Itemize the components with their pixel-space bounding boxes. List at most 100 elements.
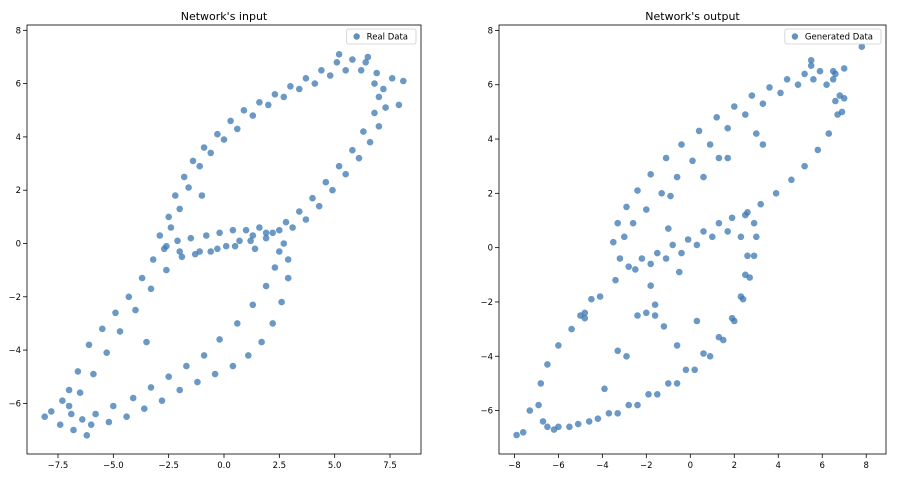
data-point bbox=[79, 416, 86, 423]
data-point bbox=[187, 234, 195, 242]
data-point bbox=[715, 333, 723, 341]
data-point bbox=[362, 59, 370, 66]
data-point bbox=[832, 97, 839, 105]
data-point bbox=[662, 154, 670, 162]
data-point bbox=[715, 154, 723, 162]
data-point bbox=[375, 123, 383, 130]
data-point bbox=[85, 341, 93, 349]
y-tick-label: −2 bbox=[8, 293, 21, 303]
legend-marker bbox=[791, 33, 799, 40]
data-point bbox=[535, 401, 542, 409]
data-point bbox=[196, 162, 203, 170]
x-tick-label: −6 bbox=[552, 461, 565, 471]
data-point bbox=[632, 266, 639, 273]
data-point bbox=[724, 154, 731, 162]
data-point bbox=[594, 415, 602, 423]
data-point bbox=[566, 423, 573, 431]
scatter-points bbox=[41, 51, 407, 439]
y-tick-label: −6 bbox=[8, 399, 21, 409]
legend-marker bbox=[353, 33, 360, 40]
data-point bbox=[643, 309, 650, 317]
data-point bbox=[673, 342, 681, 349]
data-point bbox=[322, 178, 330, 186]
x-tick-label: 5.0 bbox=[328, 461, 342, 471]
data-point bbox=[280, 93, 288, 101]
data-point bbox=[623, 353, 630, 360]
data-point bbox=[249, 301, 257, 309]
data-point bbox=[247, 237, 254, 245]
data-point bbox=[667, 192, 674, 200]
data-point bbox=[724, 124, 731, 132]
data-point bbox=[229, 226, 237, 234]
data-point bbox=[65, 402, 73, 410]
data-point bbox=[605, 410, 613, 417]
legend-box bbox=[784, 28, 882, 45]
data-point bbox=[634, 187, 641, 194]
legend-label: Generated Data bbox=[805, 33, 873, 43]
data-point bbox=[271, 264, 279, 271]
data-point bbox=[278, 298, 285, 306]
data-point bbox=[658, 190, 665, 197]
data-point bbox=[180, 173, 188, 181]
data-point bbox=[48, 408, 55, 415]
x-tick-label: −7.5 bbox=[48, 461, 69, 471]
data-point bbox=[176, 386, 183, 394]
x-axis: −7.5 −5.0 −2.5 0.0 2.5 5.0 7.5 bbox=[48, 454, 397, 471]
data-point bbox=[373, 69, 381, 77]
data-point bbox=[116, 328, 124, 335]
data-point bbox=[284, 256, 292, 263]
data-point bbox=[724, 228, 731, 235]
data-point bbox=[581, 314, 589, 322]
data-point bbox=[59, 397, 66, 405]
data-point bbox=[612, 276, 619, 284]
data-point bbox=[229, 362, 237, 370]
data-point bbox=[276, 248, 283, 255]
data-point bbox=[807, 57, 815, 64]
data-point bbox=[349, 146, 356, 154]
data-point bbox=[678, 249, 685, 257]
data-point bbox=[382, 104, 389, 111]
data-point bbox=[654, 249, 661, 257]
data-point bbox=[147, 285, 155, 293]
x-tick-label: 2 bbox=[732, 461, 737, 471]
data-point bbox=[251, 245, 259, 253]
data-point bbox=[342, 67, 350, 74]
data-point bbox=[625, 401, 632, 409]
data-point bbox=[123, 413, 130, 421]
x-axis: −8 −6 −4 −2 0 2 4 6 8 bbox=[508, 454, 869, 471]
chart-title: Network's output bbox=[645, 10, 740, 23]
data-point bbox=[364, 53, 372, 61]
data-point bbox=[329, 186, 336, 194]
data-point bbox=[156, 232, 164, 239]
data-point bbox=[550, 426, 558, 433]
data-point bbox=[693, 241, 701, 249]
y-tick-label: 6 bbox=[488, 81, 493, 91]
data-point bbox=[616, 255, 624, 262]
data-point bbox=[748, 92, 756, 99]
data-point bbox=[256, 99, 263, 106]
x-tick-label: 8 bbox=[863, 461, 868, 471]
data-point bbox=[728, 314, 736, 322]
chart-network-input: Network's input −7.5 −5.0 −2.5 0.0 2.5 5.0 7.5… bbox=[8, 10, 422, 471]
data-point bbox=[342, 170, 350, 178]
data-point bbox=[816, 67, 824, 75]
data-point bbox=[200, 144, 208, 151]
data-point bbox=[753, 233, 760, 241]
data-point bbox=[400, 77, 407, 85]
data-point bbox=[87, 421, 95, 429]
data-point bbox=[682, 366, 690, 374]
data-point bbox=[249, 112, 257, 119]
data-point bbox=[380, 85, 387, 93]
data-point bbox=[539, 418, 547, 425]
x-tick-label: 4 bbox=[776, 461, 781, 471]
data-point bbox=[654, 391, 661, 398]
data-point bbox=[783, 76, 791, 83]
data-point bbox=[163, 266, 170, 274]
data-point bbox=[601, 385, 608, 393]
data-point bbox=[700, 350, 707, 357]
y-tick-label: 8 bbox=[16, 26, 21, 36]
data-point bbox=[112, 309, 119, 317]
data-point bbox=[103, 349, 110, 357]
data-point bbox=[335, 162, 343, 170]
